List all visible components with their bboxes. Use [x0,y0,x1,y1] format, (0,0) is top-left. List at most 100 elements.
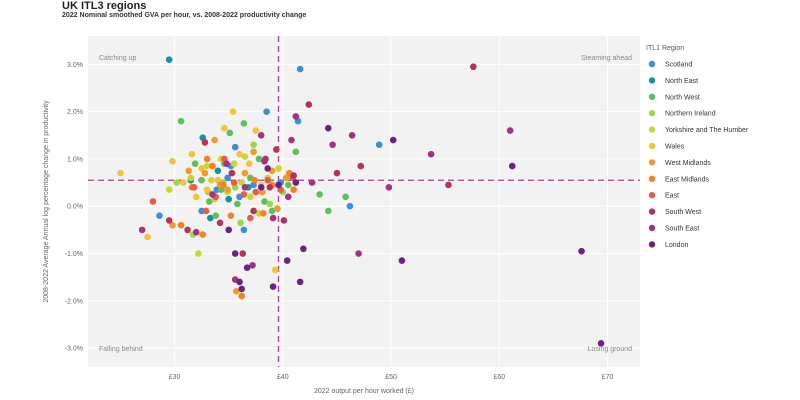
legend-title: ITL1 Region [646,45,684,52]
data-point [283,257,291,264]
data-point [250,148,257,156]
data-point [264,165,271,172]
plot-background [88,36,640,367]
legend-marker [648,208,656,215]
data-point [346,202,354,210]
data-point [138,226,146,234]
quadrant-label-bottom-left: Falling behind [99,346,143,353]
data-point [292,179,300,186]
data-point [445,181,452,189]
y-tick-label: 1.0% [67,156,83,163]
data-point [234,200,241,208]
data-point [199,231,207,238]
data-point [149,198,157,205]
data-point [226,129,234,137]
data-point [252,127,260,134]
legend-marker [648,60,656,68]
y-axis-ticks: -3.0% -2.0% -1.0% 0.0% 1.0% 2.0% 3.0% [65,62,83,353]
data-point [144,233,151,241]
data-point [252,188,260,196]
data-point [198,165,205,172]
data-point [245,160,253,167]
data-point [284,181,292,189]
data-point [250,207,257,215]
data-point [198,176,205,184]
data-point [251,176,258,184]
data-point [597,340,605,347]
data-point [229,108,237,115]
data-point [266,184,274,191]
data-point [195,250,202,257]
legend-item: East Midlands [665,176,709,183]
data-point [227,212,235,219]
legend-marker [648,142,656,150]
data-point [274,205,281,212]
data-point [290,186,297,193]
data-point [223,160,230,167]
legend-item: Northern Ireland [665,111,716,118]
data-point [238,292,245,300]
data-point [260,210,267,217]
data-point [219,181,227,189]
chart-title: UK ITL3 regions [62,0,147,12]
data-point [228,169,236,177]
data-point [203,162,211,170]
data-point [165,217,173,224]
data-point [209,191,216,198]
data-point [261,198,268,205]
data-point [192,228,200,236]
data-point [216,219,224,227]
data-point [398,257,406,264]
data-point [232,288,240,295]
x-axis-ticks: £30 £40 £50 £60 £70 [169,374,614,381]
legend-marker [648,159,656,166]
data-point [221,124,228,132]
legend-marker [648,241,656,248]
y-axis-label: 2008-2022 Average Annual log percentage … [43,100,50,303]
data-point [266,200,274,208]
data-point [238,285,245,293]
data-point [179,179,187,186]
data-point [275,165,282,172]
data-point [385,184,393,191]
x-axis-label: 2022 output per hour worked (£) [314,388,414,395]
data-point [240,191,248,198]
data-point [225,226,233,234]
data-point [203,186,211,193]
data-point [290,172,297,179]
y-tick-label: 2.0% [67,109,83,116]
data-point [389,136,397,144]
data-point [241,169,249,177]
data-point [357,162,365,170]
data-point [231,143,239,151]
data-point [231,250,239,257]
legend-item: South East [665,226,699,233]
data-point [247,214,254,222]
data-point [165,186,173,193]
data-point [308,179,316,186]
data-point [324,207,332,215]
data-point [201,139,209,146]
data-point [292,113,300,120]
data-point [271,266,279,274]
data-point [282,174,290,182]
data-point [225,195,233,203]
data-point [247,193,254,201]
data-point [173,179,181,186]
legend-item: North East [665,78,698,85]
data-point [375,141,383,149]
data-point [241,184,249,191]
x-tick-label: £50 [385,374,397,381]
quadrant-label-top-left: Catching up [99,55,136,62]
y-tick-label: -1.0% [65,251,83,258]
data-point [264,176,271,184]
y-tick-label: -3.0% [65,346,83,353]
data-point [240,120,248,127]
data-point [205,198,213,205]
legend-item: Wales [665,144,685,151]
data-point [275,181,282,189]
legend-marker [648,77,656,84]
data-point [207,214,214,222]
legend-marker [648,175,656,182]
